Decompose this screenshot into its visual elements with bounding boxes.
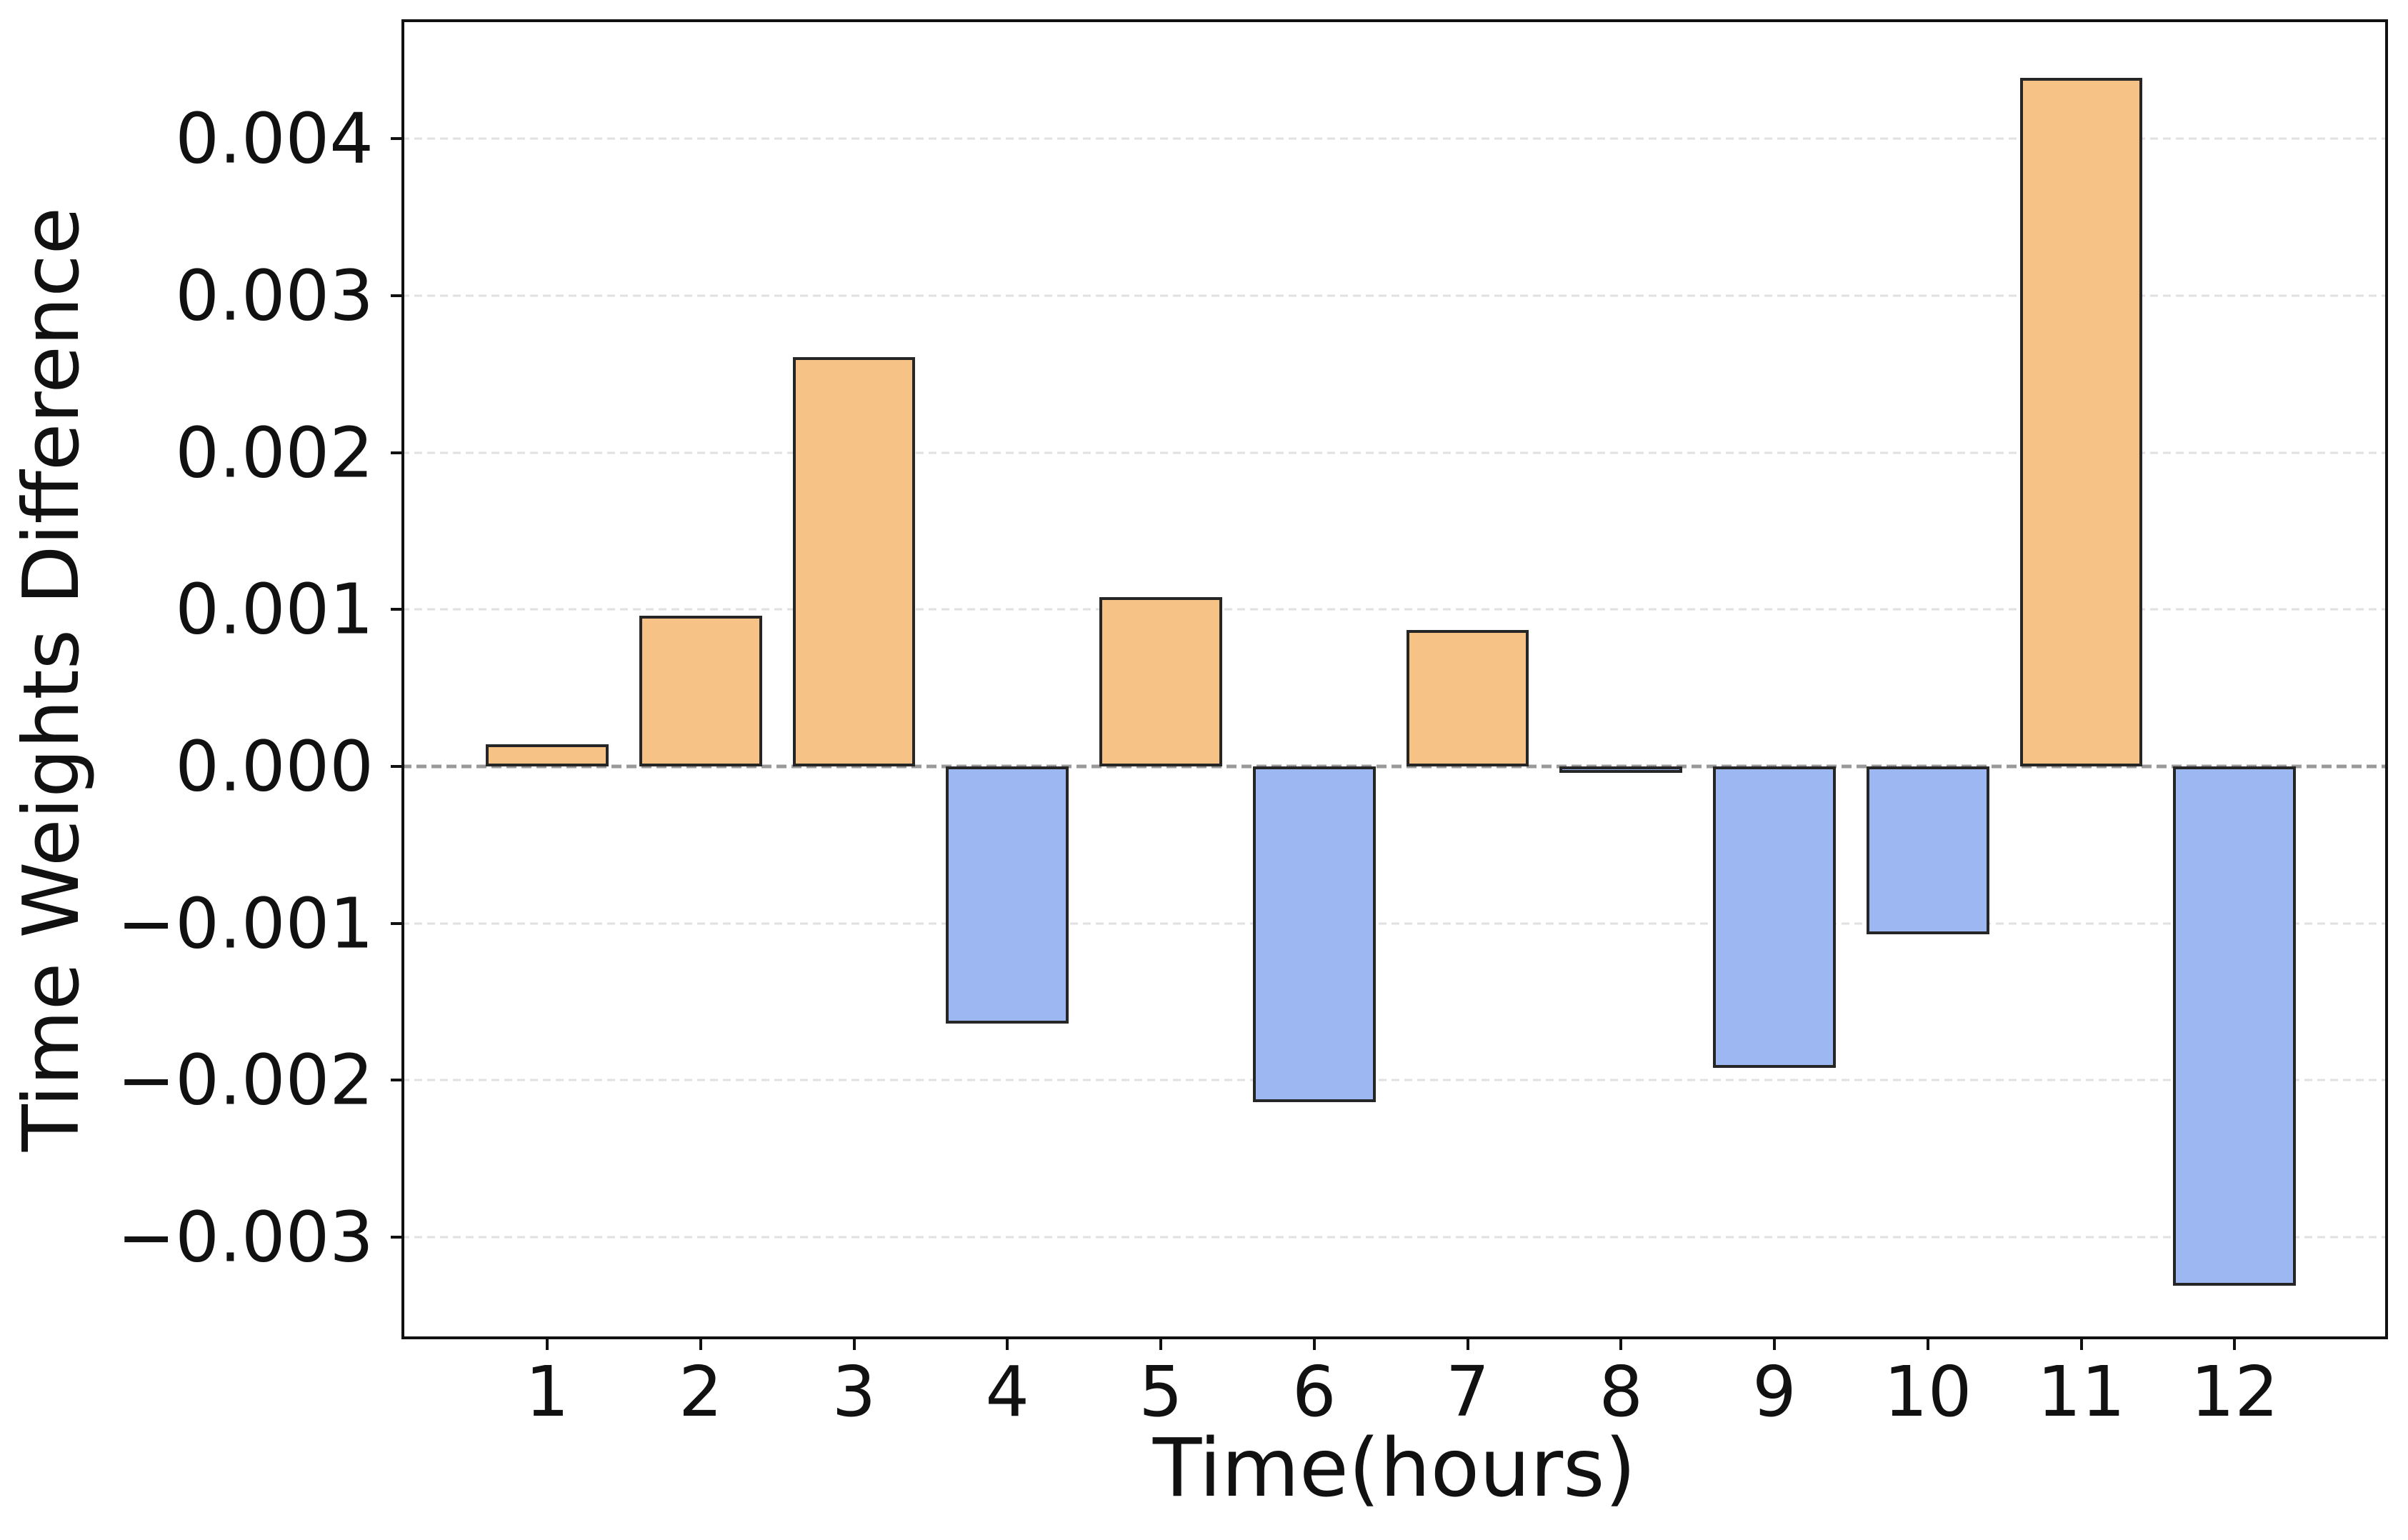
x-tick-label: 10 xyxy=(1884,1351,1972,1432)
bar-negative xyxy=(1252,766,1376,1103)
bar-positive xyxy=(1406,629,1529,766)
x-tick-mark xyxy=(1466,1339,1469,1350)
gridline xyxy=(401,451,2388,454)
y-tick-mark xyxy=(391,294,401,297)
x-tick-label: 6 xyxy=(1292,1351,1337,1432)
y-tick-mark xyxy=(391,921,401,925)
bar-positive xyxy=(639,616,762,766)
bar-negative xyxy=(1713,766,1836,1068)
y-tick-mark xyxy=(391,137,401,141)
x-tick-label: 3 xyxy=(831,1351,876,1432)
x-tick-label: 12 xyxy=(2190,1351,2279,1432)
x-tick-label: 7 xyxy=(1445,1351,1490,1432)
y-tick-mark xyxy=(391,764,401,768)
x-tick-mark xyxy=(699,1339,702,1350)
x-tick-label: 9 xyxy=(1752,1351,1797,1432)
y-tick-label: −0.001 xyxy=(117,883,374,964)
x-tick-mark xyxy=(1159,1339,1162,1350)
y-tick-label: 0.002 xyxy=(175,412,374,494)
x-tick-mark xyxy=(546,1339,549,1350)
y-axis-label: Time Weights Difference xyxy=(7,206,96,1152)
bar-negative xyxy=(2173,766,2297,1286)
bar-positive xyxy=(486,744,609,766)
gridline xyxy=(401,294,2388,297)
x-tick-mark xyxy=(1312,1339,1316,1350)
bar-negative xyxy=(946,766,1069,1024)
zero-gridline xyxy=(401,764,2388,769)
bar-positive xyxy=(792,356,916,766)
bar-positive xyxy=(2019,77,2143,766)
bar-negative xyxy=(1559,766,1683,773)
x-tick-label: 8 xyxy=(1599,1351,1644,1432)
x-tick-mark xyxy=(1773,1339,1776,1350)
y-tick-mark xyxy=(391,451,401,454)
gridline xyxy=(401,1236,2388,1239)
x-tick-mark xyxy=(1006,1339,1009,1350)
y-tick-label: 0.004 xyxy=(175,98,374,179)
y-tick-label: 0.003 xyxy=(175,255,374,336)
x-tick-mark xyxy=(1619,1339,1623,1350)
x-tick-mark xyxy=(2079,1339,2083,1350)
x-tick-mark xyxy=(852,1339,856,1350)
x-tick-label: 2 xyxy=(678,1351,723,1432)
tick-layer: 0.004 0.003 0.002 0.001 0.000 −0.001 −0.002 −0.… xyxy=(117,19,2388,1426)
gridline xyxy=(401,1079,2388,1081)
y-tick-mark xyxy=(391,1235,401,1239)
x-tick-label: 1 xyxy=(525,1351,569,1432)
x-tick-label: 5 xyxy=(1139,1351,1183,1432)
gridline xyxy=(401,137,2388,140)
y-tick-label: −0.003 xyxy=(117,1196,374,1278)
bar-negative xyxy=(1866,766,1989,934)
x-tick-label: 11 xyxy=(2037,1351,2126,1432)
x-tick-mark xyxy=(1926,1339,1929,1350)
gridline xyxy=(401,922,2388,925)
y-tick-label: 0.000 xyxy=(175,726,374,807)
x-tick-mark xyxy=(2233,1339,2237,1350)
grid-layer xyxy=(401,19,2388,1339)
bar-positive xyxy=(1099,596,1222,766)
x-tick-label: 4 xyxy=(985,1351,1030,1432)
y-tick-mark xyxy=(391,1079,401,1082)
plot-area: 0.004 0.003 0.002 0.001 0.000 −0.001 −0.002 −0.… xyxy=(117,19,2388,1426)
y-tick-label: −0.002 xyxy=(117,1039,374,1121)
y-tick-mark xyxy=(391,608,401,611)
x-axis-label: Time(hours) xyxy=(1152,1422,1637,1515)
gridline xyxy=(401,608,2388,611)
bar-layer xyxy=(401,19,2388,1339)
y-tick-label: 0.001 xyxy=(175,569,374,650)
